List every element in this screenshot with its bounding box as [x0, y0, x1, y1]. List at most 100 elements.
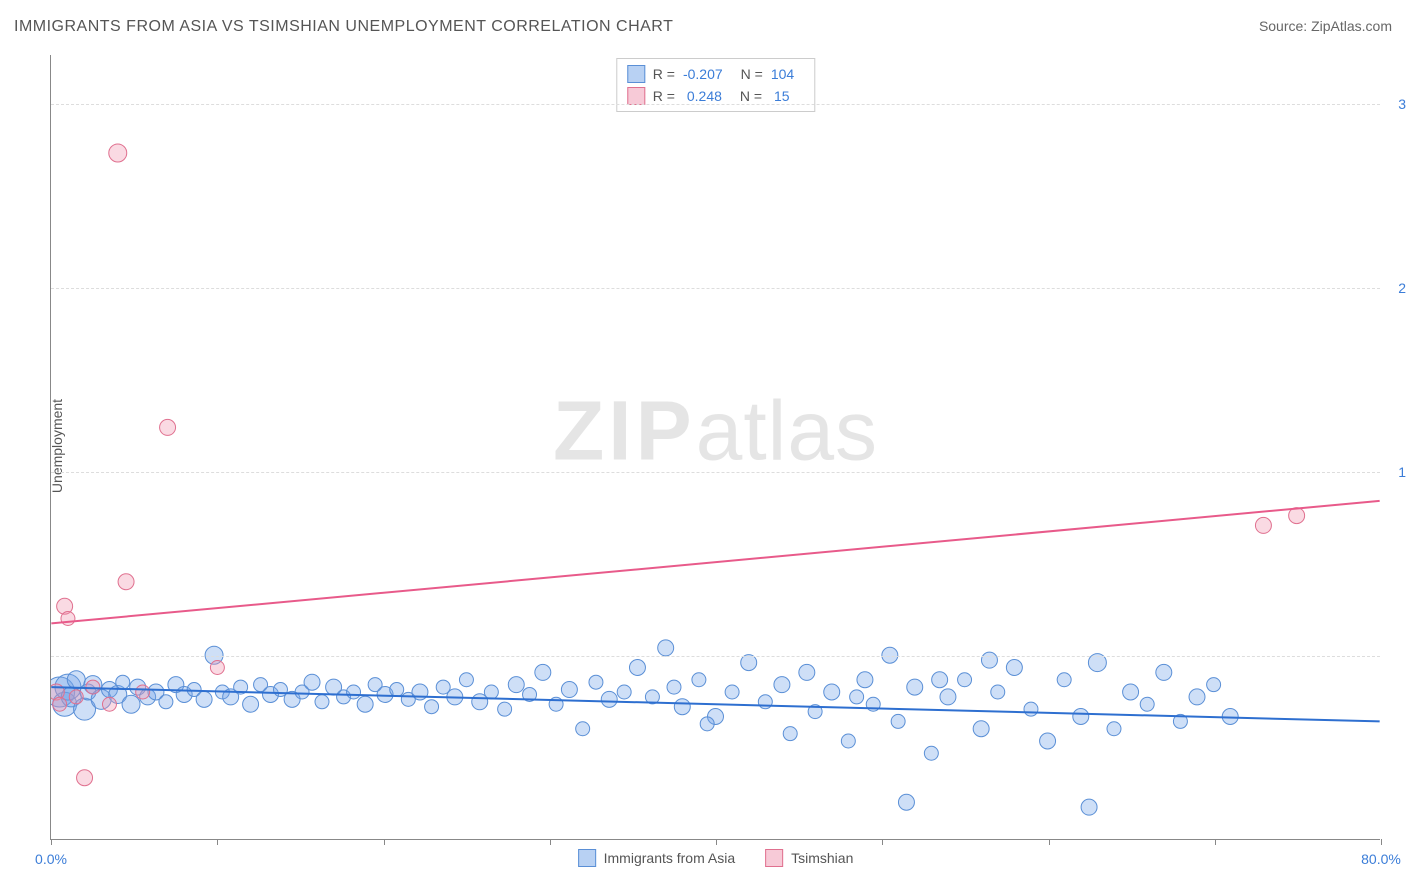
legend-item-asia: Immigrants from Asia [578, 849, 735, 867]
y-tick-label: 22.5% [1386, 280, 1406, 296]
scatter-point-asia [1123, 684, 1139, 700]
scatter-point-asia [1189, 689, 1205, 705]
gridline [51, 104, 1380, 105]
scatter-point-asia [187, 683, 201, 697]
scatter-point-asia [67, 671, 85, 689]
scatter-point-asia [907, 679, 923, 695]
scatter-point-tsimshian [57, 598, 73, 614]
scatter-point-asia [295, 685, 309, 699]
scatter-point-asia [508, 677, 524, 693]
scatter-svg [51, 55, 1380, 839]
scatter-point-tsimshian [160, 419, 176, 435]
x-tick [217, 839, 218, 845]
scatter-point-asia [74, 698, 96, 720]
scatter-point-asia [368, 678, 382, 692]
legend-label-asia: Immigrants from Asia [604, 850, 735, 866]
x-tick [882, 839, 883, 845]
scatter-point-asia [758, 695, 772, 709]
scatter-point-tsimshian [61, 612, 75, 626]
scatter-point-asia [223, 689, 239, 705]
legend-swatch-asia [578, 849, 596, 867]
scatter-point-asia [523, 687, 537, 701]
legend-swatch-tsimshian [627, 87, 645, 105]
x-tick [716, 839, 717, 845]
scatter-point-asia [725, 685, 739, 699]
trend-line-asia [51, 687, 1379, 721]
scatter-point-asia [841, 734, 855, 748]
scatter-point-asia [1156, 664, 1172, 680]
scatter-point-asia [1222, 709, 1238, 725]
scatter-point-asia [447, 689, 463, 705]
gridline [51, 656, 1380, 657]
scatter-point-asia [783, 727, 797, 741]
stat-n-label: N = [741, 63, 763, 85]
scatter-point-asia [1040, 733, 1056, 749]
scatter-point-asia [436, 680, 450, 694]
x-tick [1049, 839, 1050, 845]
watermark-text: ZIPatlas [553, 383, 878, 480]
legend-swatch-asia [627, 65, 645, 83]
scatter-point-asia [932, 672, 948, 688]
scatter-point-asia [667, 680, 681, 694]
scatter-point-asia [808, 705, 822, 719]
scatter-point-asia [561, 682, 577, 698]
scatter-point-asia [645, 690, 659, 704]
scatter-point-asia [412, 684, 428, 700]
scatter-point-asia [973, 721, 989, 737]
stats-row-asia: R = -0.207 N = 104 [627, 63, 804, 85]
scatter-point-asia [168, 677, 184, 693]
source-name: ZipAtlas.com [1311, 18, 1392, 34]
gridline [51, 288, 1380, 289]
scatter-point-asia [148, 684, 164, 700]
scatter-point-tsimshian [51, 684, 64, 700]
scatter-point-asia [196, 691, 212, 707]
scatter-point-asia [1081, 799, 1097, 815]
scatter-point-asia [589, 675, 603, 689]
scatter-point-asia [91, 689, 111, 709]
scatter-point-asia [1057, 673, 1071, 687]
scatter-point-asia [109, 685, 127, 703]
scatter-point-asia [924, 746, 938, 760]
chart-source: Source: ZipAtlas.com [1259, 18, 1392, 34]
scatter-point-asia [958, 673, 972, 687]
scatter-point-asia [80, 684, 96, 700]
scatter-point-asia [981, 652, 997, 668]
scatter-point-asia [347, 685, 361, 699]
scatter-point-asia [891, 714, 905, 728]
scatter-point-asia [101, 682, 117, 698]
trend-line-tsimshian [51, 501, 1379, 624]
scatter-point-asia [377, 686, 393, 702]
scatter-point-tsimshian [109, 144, 127, 162]
legend-label-tsimshian: Tsimshian [791, 850, 853, 866]
scatter-point-asia [176, 686, 192, 702]
scatter-point-asia [304, 674, 320, 690]
legend-swatch-tsimshian [765, 849, 783, 867]
scatter-point-asia [140, 689, 156, 705]
scatter-point-asia [674, 699, 690, 715]
scatter-point-asia [459, 673, 473, 687]
scatter-point-asia [629, 660, 645, 676]
stat-n-asia: 104 [771, 63, 794, 85]
scatter-point-asia [215, 685, 229, 699]
scatter-point-asia [234, 680, 248, 694]
y-tick-label: 7.5% [1386, 648, 1406, 664]
scatter-point-asia [991, 685, 1005, 699]
scatter-point-tsimshian [1255, 517, 1271, 533]
scatter-point-asia [824, 684, 840, 700]
scatter-point-asia [326, 679, 342, 695]
scatter-point-asia [774, 677, 790, 693]
scatter-point-tsimshian [77, 770, 93, 786]
scatter-point-asia [55, 674, 81, 700]
scatter-point-tsimshian [102, 697, 116, 711]
x-tick-label: 80.0% [1361, 851, 1401, 867]
scatter-point-asia [799, 664, 815, 680]
scatter-point-asia [658, 640, 674, 656]
bottom-legend: Immigrants from Asia Tsimshian [578, 849, 854, 867]
scatter-point-asia [472, 694, 488, 710]
x-tick-label: 0.0% [35, 851, 67, 867]
scatter-point-asia [1140, 697, 1154, 711]
plot-area: ZIPatlas R = -0.207 N = 104 R = 0.248 N … [50, 55, 1380, 840]
scatter-point-tsimshian [210, 661, 224, 675]
scatter-point-asia [116, 675, 130, 689]
scatter-point-tsimshian [69, 690, 83, 704]
